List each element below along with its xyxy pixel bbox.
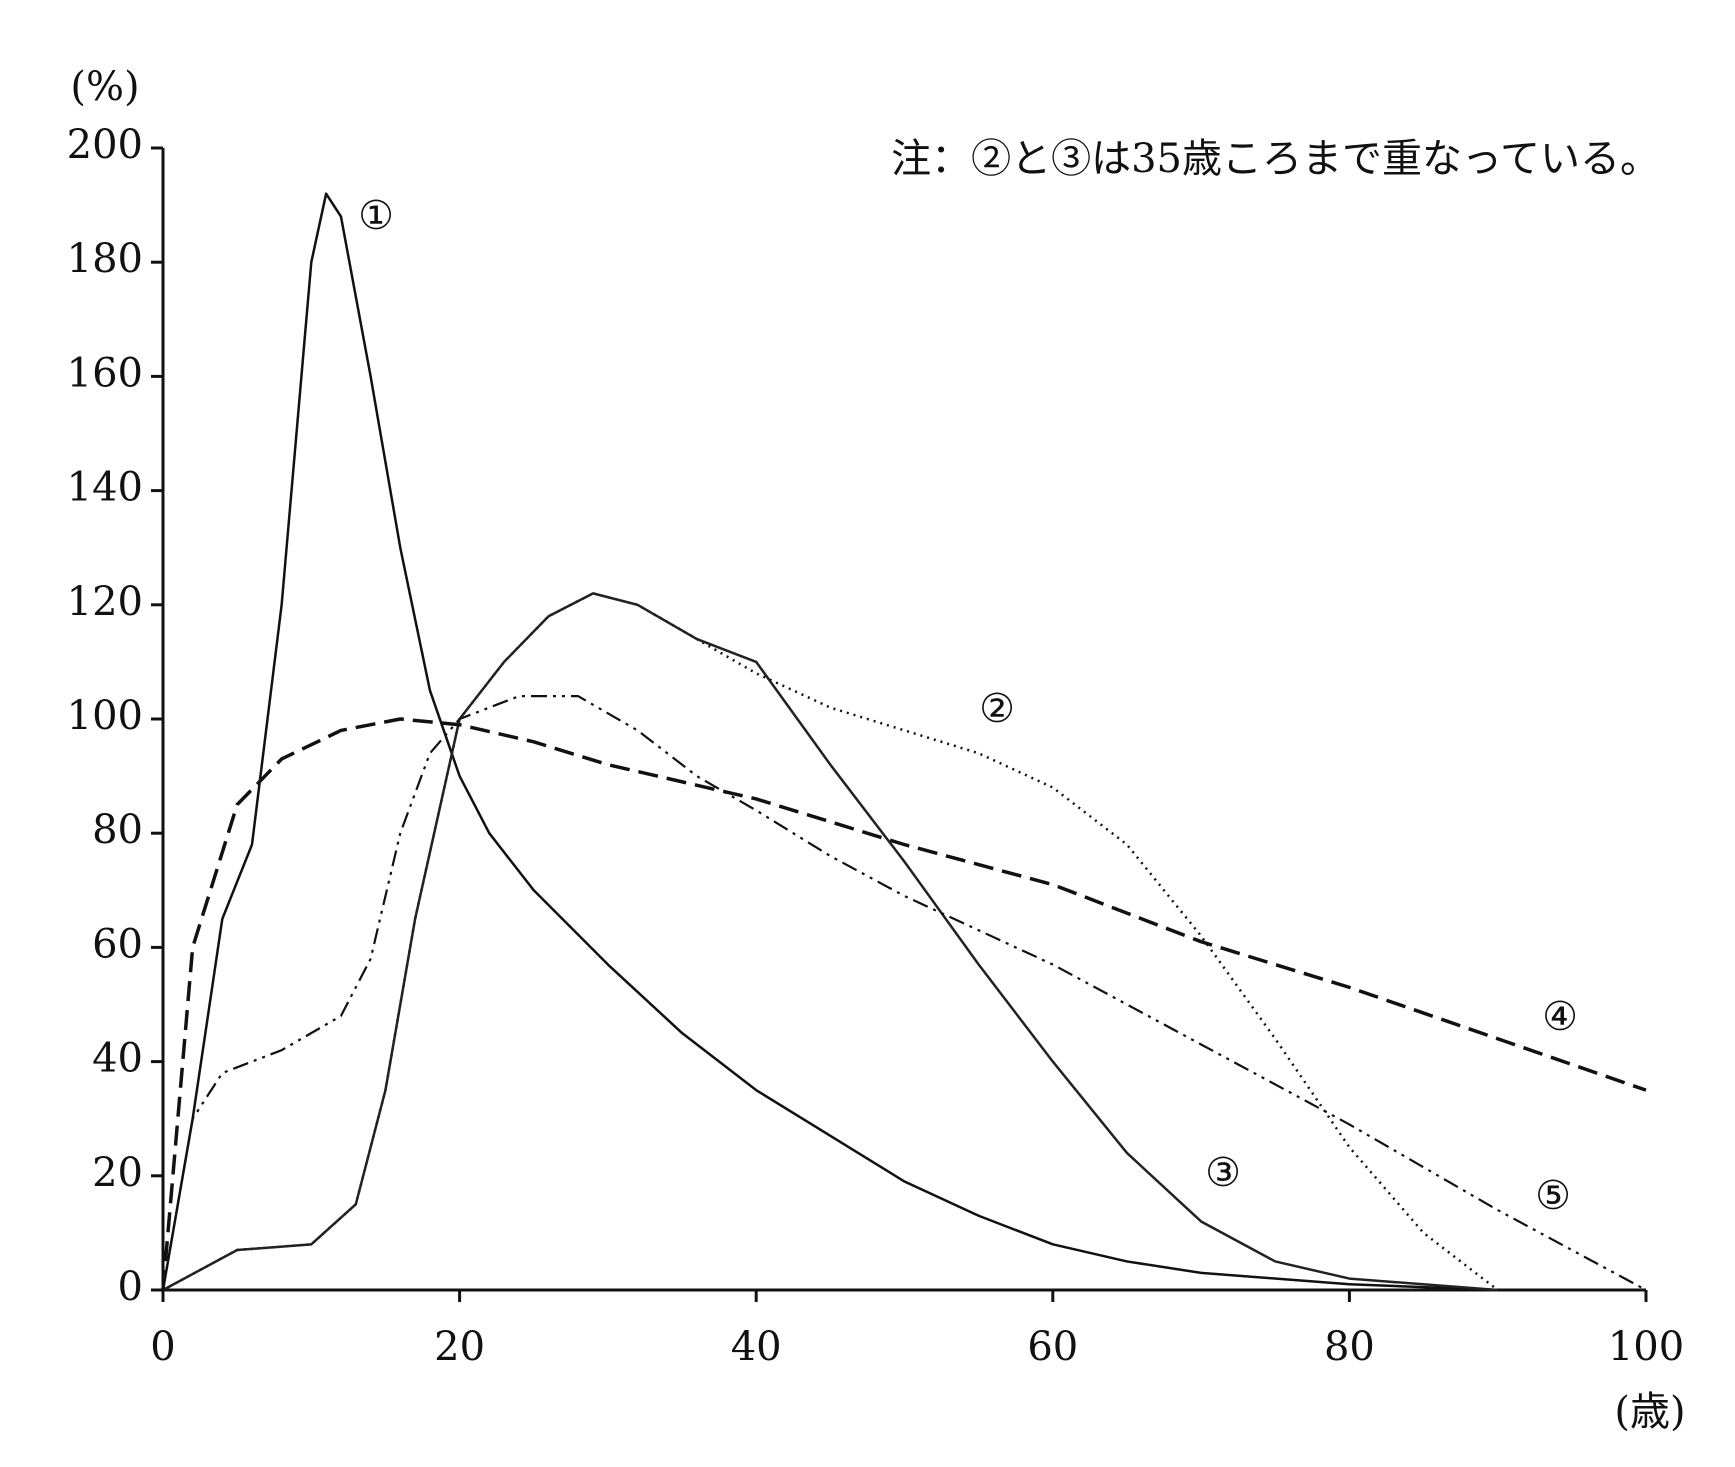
series-line [162,592,1498,1292]
y-tick-label: 0 [118,1264,143,1310]
x-tick-label: 0 [150,1324,175,1370]
x-axis-label: (歳) [1614,1389,1685,1435]
y-tick-label: 40 [92,1036,143,1082]
annotation: 注：②と③は35歳ころまで重なっている。 [891,136,1660,182]
series-label: ② [979,686,1015,732]
series-line [161,695,1647,1291]
series-line [161,717,1647,1291]
y-tick-label: 180 [67,236,143,282]
x-tick-label: 100 [1608,1324,1684,1370]
series-line [161,192,1498,1292]
y-tick-label: 20 [92,1150,143,1196]
x-tick-label: 60 [1027,1324,1078,1370]
y-tick-label: 60 [92,921,143,967]
series-label: ① [358,193,394,239]
y-tick-label: 100 [67,693,143,739]
y-axis-label: (%) [70,64,139,110]
y-tick-label: 200 [67,122,143,168]
x-tick-label: 40 [731,1324,782,1370]
series-line [162,592,1499,1292]
y-tick-label: 120 [67,579,143,625]
series-label: ③ [1205,1150,1241,1196]
series-label: ④ [1542,994,1578,1040]
y-tick-label: 160 [67,350,143,396]
y-tick-label: 80 [92,807,143,853]
y-tick-label: 140 [67,465,143,511]
series-label: ⑤ [1535,1173,1571,1219]
x-tick-label: 20 [434,1324,485,1370]
x-tick-label: 80 [1324,1324,1375,1370]
